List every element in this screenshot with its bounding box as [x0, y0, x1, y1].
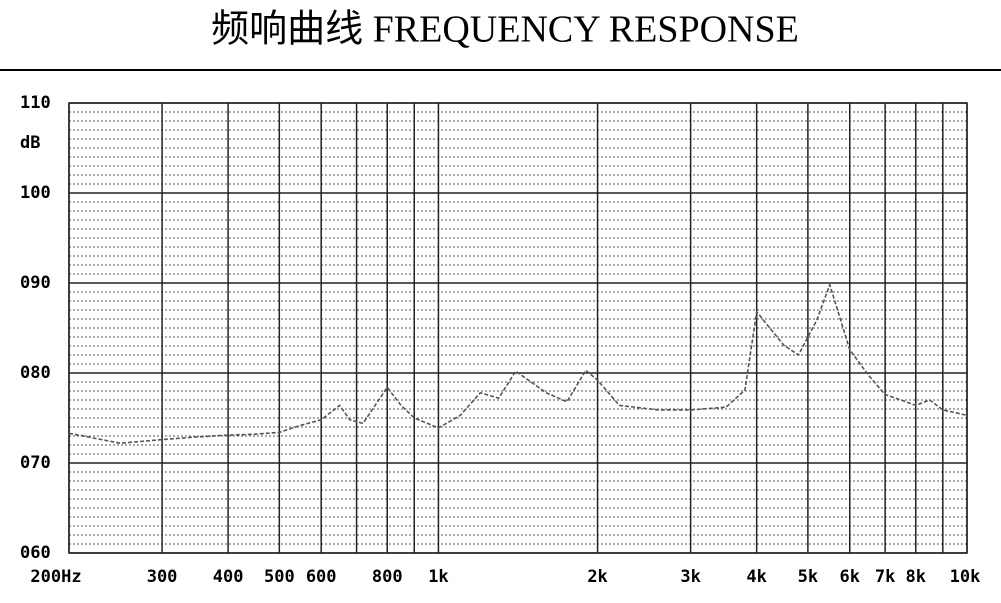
plot-frame	[68, 102, 968, 554]
y-tick-label: 110	[20, 93, 51, 113]
y-tick-label: 070	[20, 453, 51, 473]
x-tick-label: 300	[147, 567, 178, 587]
x-tick-label: 7k	[875, 567, 895, 587]
y-tick-label: 060	[20, 543, 51, 563]
chart-title: 频响曲线 FREQUENCY RESPONSE	[211, 9, 799, 51]
x-tick-label: 200Hz	[30, 567, 81, 587]
x-tick-label: 10k	[950, 567, 981, 587]
x-tick-label: 5k	[798, 567, 818, 587]
x-tick-label: 1k	[428, 567, 448, 587]
y-tick-label: 090	[20, 273, 51, 293]
x-tick-label: 800	[372, 567, 403, 587]
y-tick-label: 080	[20, 363, 51, 383]
response-curve	[68, 282, 968, 445]
x-tick-label: 600	[306, 567, 337, 587]
y-axis-label: dB	[20, 133, 40, 153]
x-tick-label: 8k	[906, 567, 926, 587]
x-tick-label: 500	[264, 567, 295, 587]
x-tick-label: 6k	[839, 567, 859, 587]
x-tick-label: 3k	[680, 567, 700, 587]
x-tick-label: 2k	[587, 567, 607, 587]
x-tick-label: 400	[213, 567, 244, 587]
y-tick-label: 100	[20, 183, 51, 203]
x-tick-label: 4k	[746, 567, 766, 587]
